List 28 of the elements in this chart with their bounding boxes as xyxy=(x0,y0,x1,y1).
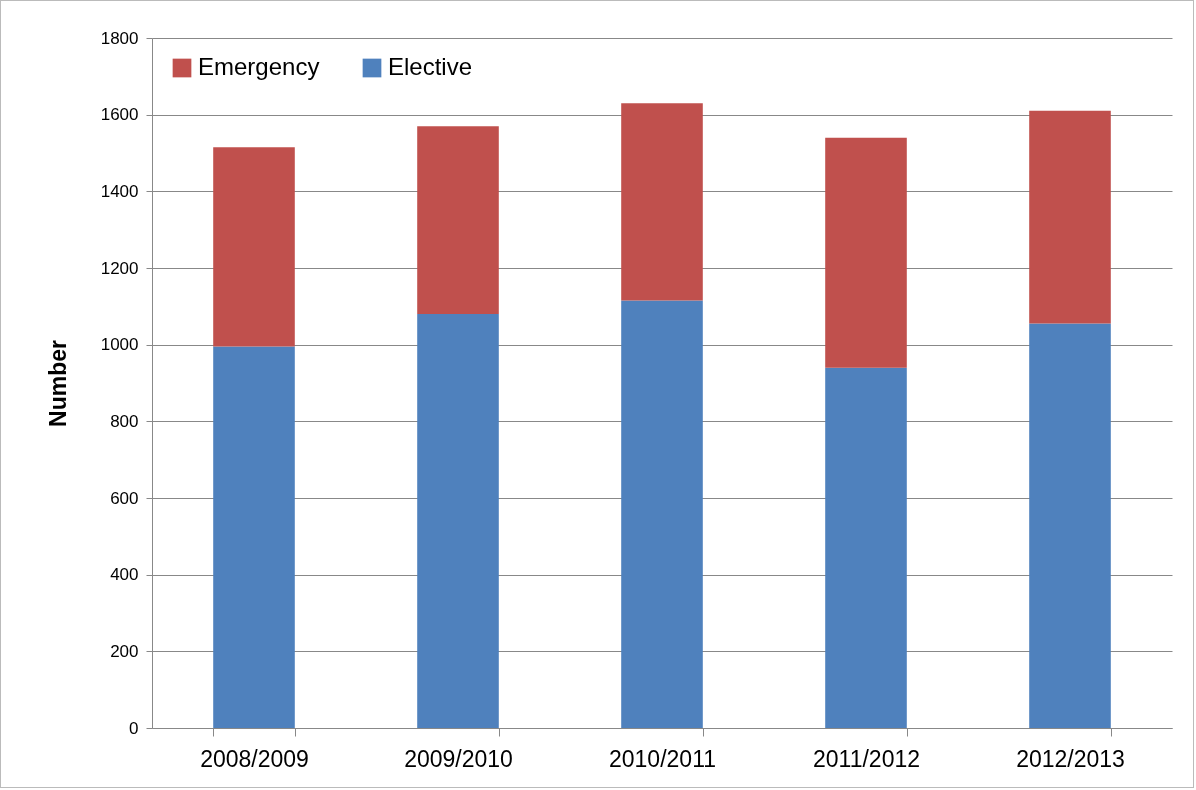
bar xyxy=(213,147,295,347)
x-tick-label: 2012/2013 xyxy=(1016,745,1125,772)
bar xyxy=(213,346,295,728)
y-tick-label: 1200 xyxy=(100,258,139,278)
legend-label: Elective xyxy=(388,53,473,80)
x-tick-label: 2011/2012 xyxy=(812,745,921,772)
bar xyxy=(1029,323,1111,728)
y-tick-label: 1800 xyxy=(100,28,139,48)
x-tick-label: 2010/2011 xyxy=(608,745,717,772)
y-tick-label: 1600 xyxy=(100,105,139,125)
y-tick-label: 1000 xyxy=(100,335,139,355)
bar xyxy=(825,137,907,368)
x-tick-label: 2008/2009 xyxy=(200,745,309,772)
y-tick-label: 600 xyxy=(110,488,139,508)
y-tick-label: 200 xyxy=(110,641,139,661)
bar xyxy=(1029,110,1111,324)
x-tick-label: 2009/2010 xyxy=(404,745,513,772)
bar xyxy=(621,103,703,301)
y-tick-label: 400 xyxy=(110,565,139,585)
y-axis-title: Number xyxy=(44,340,71,427)
y-tick-label: 0 xyxy=(129,718,139,738)
y-tick-label: 800 xyxy=(110,411,139,431)
legend-label: Emergency xyxy=(198,53,320,80)
bar xyxy=(621,300,703,728)
bar xyxy=(825,367,907,728)
bar xyxy=(417,314,499,728)
y-tick-label: 1400 xyxy=(100,181,139,201)
bar xyxy=(417,126,499,314)
